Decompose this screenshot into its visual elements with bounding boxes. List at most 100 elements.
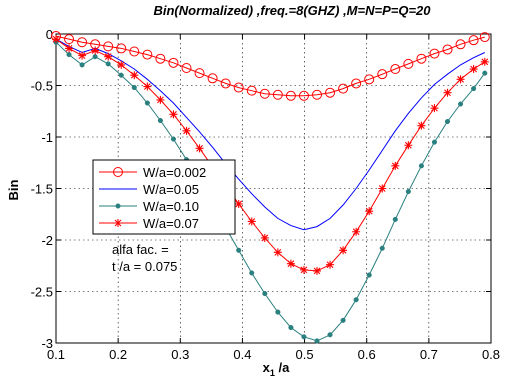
data-point — [236, 247, 242, 253]
data-point — [480, 57, 489, 66]
legend-label: W/a=0.10 — [143, 199, 199, 214]
data-point — [168, 57, 179, 68]
data-point — [456, 75, 465, 84]
data-point — [195, 144, 204, 153]
y-tick-label: -2 — [41, 233, 53, 248]
data-point — [52, 35, 60, 44]
data-point — [364, 74, 375, 85]
data-point — [247, 217, 256, 226]
data-point — [430, 104, 439, 113]
data-point — [181, 62, 192, 73]
data-point — [286, 259, 295, 268]
data-point — [272, 89, 283, 100]
data-point — [390, 64, 401, 75]
data-point — [259, 88, 270, 99]
data-point — [338, 83, 349, 94]
data-point — [260, 233, 269, 242]
data-point — [234, 199, 243, 208]
legend-label: W/a=0.07 — [143, 216, 199, 231]
data-point — [143, 82, 152, 91]
data-point — [157, 117, 163, 124]
data-point — [77, 37, 88, 48]
y-tick-label: -1.5 — [31, 182, 53, 197]
data-point — [378, 184, 387, 193]
data-point — [431, 139, 438, 145]
legend-entry: W/a=0.05 — [99, 182, 199, 197]
y-axis-ticks: 0 -0.5 -1 -1.5 -2 -2.5 -3 — [31, 27, 491, 351]
data-point — [353, 297, 359, 303]
x-tick-label: 0.3 — [171, 347, 189, 362]
data-point — [443, 88, 452, 97]
data-point — [142, 49, 153, 60]
data-point — [325, 87, 336, 98]
data-point — [246, 85, 257, 96]
data-point — [404, 141, 413, 150]
chart-title: Bin(Normalized) ,freq.=8(GHZ) ,M=N=P=Q=2… — [153, 3, 431, 18]
data-point — [455, 39, 466, 50]
data-point — [156, 95, 165, 104]
data-point — [233, 82, 244, 93]
x-tick-label: 0.8 — [482, 347, 500, 362]
data-point — [91, 46, 100, 55]
series-line — [55, 35, 485, 97]
data-point — [249, 270, 255, 276]
data-point — [416, 53, 427, 64]
data-point — [65, 44, 74, 53]
x-tick-label: 0.4 — [233, 347, 251, 362]
data-point — [130, 71, 139, 80]
x-axis-label-sub: 1 — [270, 368, 275, 378]
data-point — [429, 48, 440, 59]
data-point — [285, 90, 296, 101]
data-point — [64, 34, 75, 45]
data-point — [314, 338, 320, 344]
series-line — [55, 38, 486, 231]
series-line — [55, 41, 486, 342]
data-point — [299, 265, 308, 274]
data-point — [444, 119, 451, 125]
x-tick-label: 0.6 — [358, 347, 376, 362]
legend-entry: W/a=0.10 — [99, 199, 199, 214]
data-point — [288, 325, 294, 331]
data-point — [418, 163, 424, 169]
data-point — [479, 32, 490, 43]
data-point — [131, 85, 137, 91]
data-point — [301, 334, 307, 340]
data-point — [405, 189, 411, 195]
y-tick-label: -3 — [41, 336, 53, 351]
y-tick-label: -2.5 — [31, 285, 53, 300]
data-point — [469, 65, 478, 74]
data-point — [351, 78, 362, 89]
data-point — [182, 126, 191, 135]
data-point — [113, 167, 123, 177]
data-point — [273, 248, 282, 257]
data-point — [468, 35, 479, 46]
data-point — [391, 161, 400, 170]
series-w-a-0-05 — [55, 38, 486, 231]
data-point — [327, 332, 333, 338]
x-tick-label: 0.7 — [420, 347, 438, 362]
data-point — [117, 60, 126, 69]
annotation: alfa fac. = t /a = 0.075 — [112, 242, 177, 274]
y-tick-label: -1 — [41, 130, 53, 145]
series-line — [55, 38, 486, 272]
data-point — [471, 86, 477, 92]
data-point — [392, 216, 398, 222]
y-tick-label: 0 — [46, 27, 53, 42]
data-point — [339, 246, 348, 255]
data-point — [220, 78, 231, 89]
data-point — [92, 54, 98, 60]
data-point — [170, 136, 176, 142]
data-point — [116, 43, 127, 54]
legend: W/a=0.002 W/a=0.05 W/a=0.10 W/a=0.07 — [92, 159, 236, 235]
data-point — [326, 260, 335, 269]
annotation-line-2: t /a = 0.075 — [112, 259, 177, 274]
data-point — [155, 53, 166, 64]
data-point — [275, 309, 281, 315]
data-point — [207, 73, 218, 84]
data-point — [379, 245, 385, 251]
x-tick-label: 0.1 — [47, 347, 65, 362]
data-point — [458, 101, 464, 107]
data-point — [79, 62, 85, 68]
data-point — [366, 272, 372, 278]
data-point — [103, 41, 114, 52]
